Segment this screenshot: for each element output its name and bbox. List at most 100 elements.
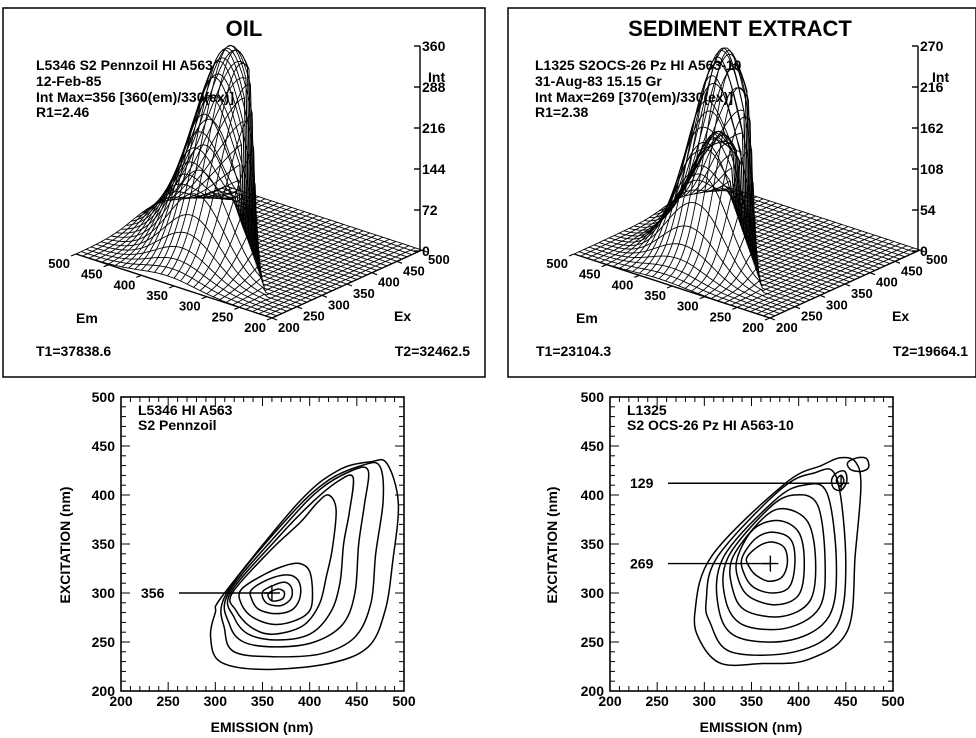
sed-y-tick-label: 250	[581, 634, 605, 650]
sed-ex-tick	[919, 249, 926, 253]
sed-contour-line	[846, 456, 870, 473]
sed-contour-line	[740, 531, 796, 594]
sed-ex-tick-label: 450	[901, 263, 923, 278]
sed-mesh-line-em	[710, 230, 862, 299]
oil-contour-label-1: L5346 HI A563	[138, 402, 233, 418]
oil-int-tick-label: 72	[422, 202, 438, 218]
oil-mesh-line-em	[101, 173, 253, 263]
sed-em-tick	[568, 253, 575, 257]
sed-int-tick-label: 270	[920, 38, 944, 54]
sed-int-tick-label: 108	[920, 161, 944, 177]
sed-int-tick-label: 216	[920, 79, 944, 95]
sed-mesh-line-em	[619, 133, 770, 269]
sed-em-tick-label: 250	[710, 309, 732, 324]
oil-int-tick-label: 216	[422, 120, 446, 136]
sed-ex-tick	[769, 317, 776, 321]
oil-mesh-line-em	[75, 185, 227, 255]
sed-mesh-line-em	[599, 149, 751, 263]
sed-ex-tick-label: 400	[876, 275, 898, 290]
sed-contour-line	[835, 474, 845, 487]
sed-contour-line	[693, 456, 862, 667]
sed-y-tick-label: 450	[581, 438, 605, 454]
sed-plot-frame	[609, 396, 894, 692]
sediment-title: SEDIMENT EXTRACT	[628, 16, 852, 41]
sediment-int-axis: 054108162216270	[912, 38, 944, 259]
oil-contour-line	[226, 474, 355, 641]
oil-int-tick-label: 144	[422, 161, 446, 177]
sediment-contour-area: 200 250 300 350 400 450 500 200 250 300 350 400 450 5…	[581, 389, 905, 709]
sed-mesh-line-em	[671, 63, 823, 284]
oil-mesh-line-em	[121, 131, 272, 268]
sediment-surface-mesh	[573, 47, 921, 319]
oil-info-line-2: 12-Feb-85	[36, 73, 102, 89]
oil-ex-tick	[271, 317, 278, 321]
sediment-info-line-4: R1=2.38	[535, 104, 589, 120]
sed-contour-line	[722, 493, 827, 631]
sed-mesh-line-em	[691, 149, 842, 292]
sediment-ex-axis-label: Ex	[892, 308, 909, 324]
sed-em-tick	[699, 296, 705, 300]
oil-ex-tick	[371, 272, 378, 276]
sed-mesh-line-em	[763, 247, 914, 317]
oil-mesh-line-em	[252, 243, 403, 312]
oil-ex-axis-label: Ex	[394, 308, 411, 324]
oil-x-tick-label: 450	[345, 693, 369, 709]
sed-mesh-line-em	[756, 245, 908, 315]
sed-mesh-line-em	[593, 165, 744, 261]
oil-ex-tick-label: 200	[278, 320, 300, 335]
sed-x-tick-label: 500	[881, 693, 905, 709]
oil-y-tick-label: 400	[92, 487, 116, 503]
sed-contour-line	[704, 468, 847, 656]
oil-int-tick-label: 288	[422, 79, 446, 95]
oil-contour-y-label: EXCITATION (nm)	[57, 487, 73, 604]
oil-mesh-line-ex	[200, 195, 398, 262]
sed-ex-tick-label: 250	[801, 309, 823, 324]
sed-contour-line	[735, 519, 806, 606]
oil-x-tick-label: 350	[251, 693, 275, 709]
sed-marker-label: 269	[630, 556, 654, 572]
sed-ex-tick-label: 300	[826, 297, 848, 312]
sediment-t2-value: T2=19664.1	[893, 343, 968, 359]
sed-y-tick-label: 400	[581, 487, 605, 503]
oil-mesh-line-em	[128, 113, 279, 269]
sed-y-tick-label: 350	[581, 536, 605, 552]
sed-mesh-line-em	[717, 232, 868, 302]
sediment-info-line-1: L1325 S2OCS-26 Pz HI A563-10	[535, 57, 742, 73]
sed-mesh-line-em	[573, 185, 725, 255]
sediment-contour-label-1: L1325	[627, 402, 667, 418]
oil-contour-line	[267, 588, 286, 602]
oil-z-axis-label: Int	[428, 69, 445, 85]
oil-y-tick-label: 300	[92, 585, 116, 601]
sed-mesh-line-em	[684, 116, 836, 289]
oil-y-tick-label: 450	[92, 438, 116, 454]
sediment-t1-value: T1=23104.3	[536, 343, 611, 359]
sed-x-tick-label: 300	[693, 693, 717, 709]
sed-mesh-line-em	[580, 187, 731, 257]
sed-y-tick-label: 200	[581, 683, 605, 699]
oil-contour-line	[220, 461, 385, 658]
oil-y-tick-label: 350	[92, 536, 116, 552]
oil-mesh-line-em	[95, 183, 246, 261]
oil-em-tick	[234, 306, 240, 310]
oil-mesh-line-em	[134, 95, 285, 270]
oil-contour-line	[229, 494, 337, 635]
sed-int-tick-label: 54	[920, 202, 936, 218]
sediment-contour-label-2: S2 OCS-26 Pz HI A563-10	[627, 417, 794, 433]
oil-surface-panel: OIL L5346 S2 Pennzoil HI A563 12-Feb-85 …	[2, 7, 486, 378]
oil-mesh-line-em	[199, 183, 351, 291]
oil-mesh-line-em	[232, 236, 383, 306]
sediment-surface-panel: SEDIMENT EXTRACT L1325 S2OCS-26 Pz HI A5…	[507, 7, 976, 378]
oil-mesh-line-em	[265, 247, 416, 317]
sed-int-tick-label: 162	[920, 120, 944, 136]
oil-mesh-line-em	[108, 161, 259, 265]
oil-panel-border	[2, 7, 486, 378]
oil-ex-tick-label: 450	[403, 263, 425, 278]
sed-em-tick	[764, 317, 771, 321]
oil-em-tick-label: 300	[179, 299, 201, 314]
sed-mesh-line-em	[737, 238, 888, 308]
sed-ex-tick-label: 200	[776, 320, 798, 335]
sed-x-tick-label: 200	[598, 693, 622, 709]
sediment-info-line-3: Int Max=269 [370(em)/330(ex)]	[535, 89, 733, 105]
sed-em-tick-label: 300	[677, 299, 699, 314]
sediment-panel-border	[507, 7, 976, 378]
